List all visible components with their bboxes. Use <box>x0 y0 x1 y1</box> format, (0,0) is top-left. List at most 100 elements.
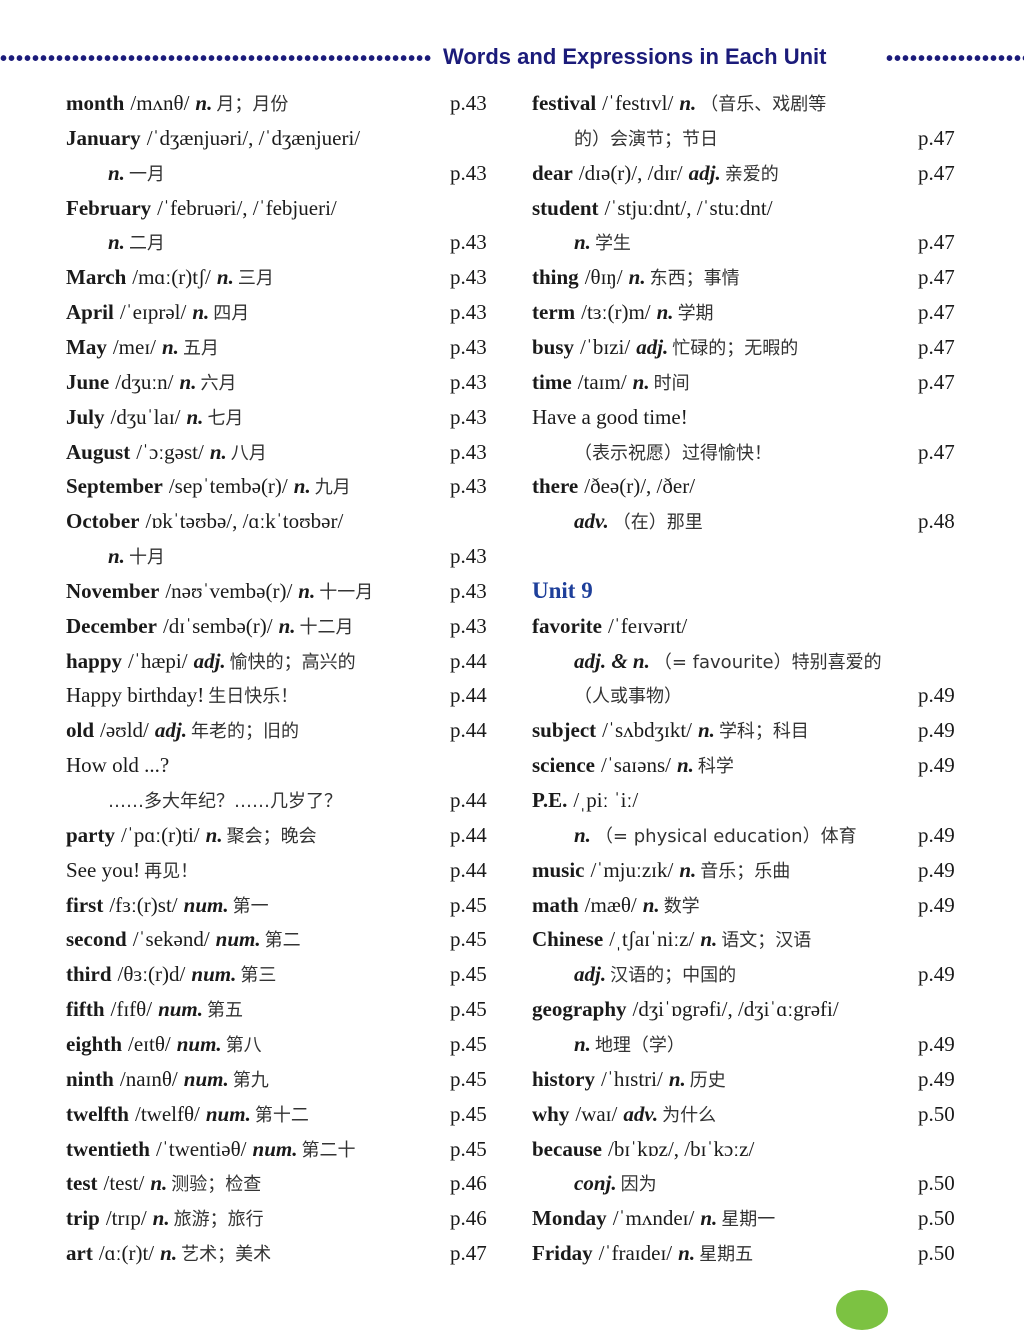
part-of-speech: num. <box>176 1031 222 1056</box>
headword: Chinese <box>532 927 604 952</box>
headword: math <box>532 892 579 917</box>
phonetic: /ˈpɑː(r)ti/ <box>121 822 200 847</box>
page-reference: p.43 <box>450 160 487 185</box>
chinese-meaning: 汉语的；中国的 <box>610 965 737 987</box>
phonetic: /ˈsaɪəns/ <box>600 753 671 778</box>
headword: music <box>532 857 585 882</box>
part-of-speech: n. <box>698 718 715 743</box>
part-of-speech: n. <box>205 822 223 847</box>
page-reference: p.44 <box>450 788 487 812</box>
vocab-line: there/ðeə(r)/, /ðer/ <box>532 469 972 503</box>
unit-heading: Unit 9 <box>532 574 972 608</box>
page-reference: p.46 <box>450 1171 487 1196</box>
chinese-meaning: 第三 <box>240 965 277 987</box>
phonetic: /taɪm/ <box>577 369 627 394</box>
part-of-speech: n. <box>679 91 697 115</box>
phonetic: /tɜː(r)m/ <box>581 300 651 325</box>
chinese-meaning: 四月 <box>213 303 250 325</box>
chinese-meaning: （音乐、戏剧等 <box>700 94 827 115</box>
vocab-line: How old ...? <box>66 748 506 782</box>
page-reference: p.43 <box>450 404 487 429</box>
phonetic: /ˌtʃaɪˈniːz/ <box>609 927 695 952</box>
vocab-line: math/mæθ/n. 数学 p.49 <box>532 888 972 922</box>
phonetic: /θɜː(r)d/ <box>117 962 186 987</box>
phonetic: /ˈbɪzi/ <box>580 334 631 359</box>
page-reference: p.47 <box>918 334 955 359</box>
page-reference: p.43 <box>450 439 487 464</box>
chinese-meaning: 第二 <box>264 930 301 952</box>
phonetic: /ˈtwentiəθ/ <box>155 1136 247 1161</box>
vocab-line: subject/ˈsʌbdʒɪkt/n. 学科；科目 p.49 <box>532 713 972 747</box>
page-reference: p.49 <box>918 683 955 708</box>
page-reference: p.44 <box>450 648 487 673</box>
page-reference: p.43 <box>450 369 487 394</box>
page-title: Words and Expressions in Each Unit <box>443 44 827 69</box>
chinese-meaning: 学期 <box>677 303 714 325</box>
headword: test <box>66 1171 98 1196</box>
page-reference: p.49 <box>918 718 955 743</box>
unit-title: Unit 9 <box>532 577 593 603</box>
phonetic: /ˈfebruəri/, /ˈfebjueri/ <box>157 195 337 220</box>
headword: party <box>66 822 115 847</box>
headword: time <box>532 369 572 394</box>
phonetic: /waɪ/ <box>575 1101 618 1126</box>
vocab-line: science/ˈsaɪəns/n. 科学 p.49 <box>532 748 972 782</box>
phonetic: /θɪŋ/ <box>584 265 623 290</box>
part-of-speech: num. <box>183 1066 229 1091</box>
chinese-meaning: 年老的；旧的 <box>190 721 299 743</box>
part-of-speech: n. <box>679 857 697 882</box>
headword: How old ...? <box>66 753 170 778</box>
vocab-line: n. 学生 p.47 <box>532 225 972 259</box>
phonetic: /ˌpiː ˈiː/ <box>573 788 639 812</box>
page-reference: p.45 <box>450 1136 487 1161</box>
phonetic: /test/ <box>103 1171 145 1196</box>
phonetic: /dʒuˈlaɪ/ <box>110 404 181 429</box>
vocab-line: September/sepˈtembə(r)/n. 九月 p.43 <box>66 469 506 503</box>
part-of-speech: n. <box>678 1241 696 1266</box>
vocab-line: conj. 因为 p.50 <box>532 1166 972 1200</box>
chinese-meaning: 数学 <box>663 895 700 917</box>
chinese-meaning: 星期五 <box>699 1244 754 1266</box>
chinese-meaning: 九月 <box>314 477 351 499</box>
vocab-line: adj. & n. （= favourite）特别喜爱的 <box>532 644 972 678</box>
headword: April <box>66 300 114 325</box>
headword: dear <box>532 160 573 185</box>
headword: geography <box>532 997 627 1022</box>
page-reference: p.47 <box>918 230 955 255</box>
vocab-line: twelfth/twelfθ/num. 第十二 p.45 <box>66 1097 506 1131</box>
chinese-meaning: 第二十 <box>301 1139 356 1161</box>
page-reference: p.43 <box>450 265 487 290</box>
page-reference: p.47 <box>918 265 955 290</box>
chinese-meaning: 艺术；美术 <box>181 1244 272 1266</box>
part-of-speech: n. <box>209 439 227 464</box>
phonetic: /ˈsekənd/ <box>132 927 210 952</box>
vocab-line: adj. 汉语的；中国的 p.49 <box>532 957 972 991</box>
page-reference: p.49 <box>918 962 955 987</box>
vocab-line: August/ˈɔːgəst/n. 八月 p.43 <box>66 435 506 469</box>
headword: history <box>532 1066 595 1091</box>
page-reference: p.49 <box>918 822 955 847</box>
part-of-speech: n. <box>700 927 718 952</box>
vocab-line: n. 十月 p.43 <box>66 539 506 573</box>
chinese-meaning: 十月 <box>128 547 165 569</box>
part-of-speech: adv. <box>574 509 609 534</box>
part-of-speech: num. <box>158 997 204 1022</box>
chinese-meaning: 旅游；旅行 <box>173 1209 264 1231</box>
phonetic: /trɪp/ <box>105 1206 147 1231</box>
vocab-line: test/test/n. 测验；检查 p.46 <box>66 1166 506 1200</box>
chinese-meaning: 亲爱的 <box>724 163 779 185</box>
chinese-meaning: ……多大年纪？……几岁了？ <box>108 791 342 812</box>
page-reference: p.49 <box>918 1066 955 1091</box>
chinese-meaning: 第五 <box>207 1000 244 1022</box>
headword: old <box>66 718 95 743</box>
vocab-line: Chinese/ˌtʃaɪˈniːz/n. 语文；汉语 <box>532 922 972 956</box>
chinese-meaning: （表示祝愿）过得愉快！ <box>574 442 772 464</box>
chinese-meaning: 愉快的；高兴的 <box>229 651 356 673</box>
phonetic: /ˈsʌbdʒɪkt/ <box>602 718 692 743</box>
chinese-meaning: 聚会；晚会 <box>226 825 317 847</box>
part-of-speech: n. <box>186 404 204 429</box>
page-reference: p.47 <box>918 160 955 185</box>
headword: term <box>532 300 576 325</box>
page-reference: p.45 <box>450 892 487 917</box>
vocab-line: （表示祝愿）过得愉快！ p.47 <box>532 435 972 469</box>
